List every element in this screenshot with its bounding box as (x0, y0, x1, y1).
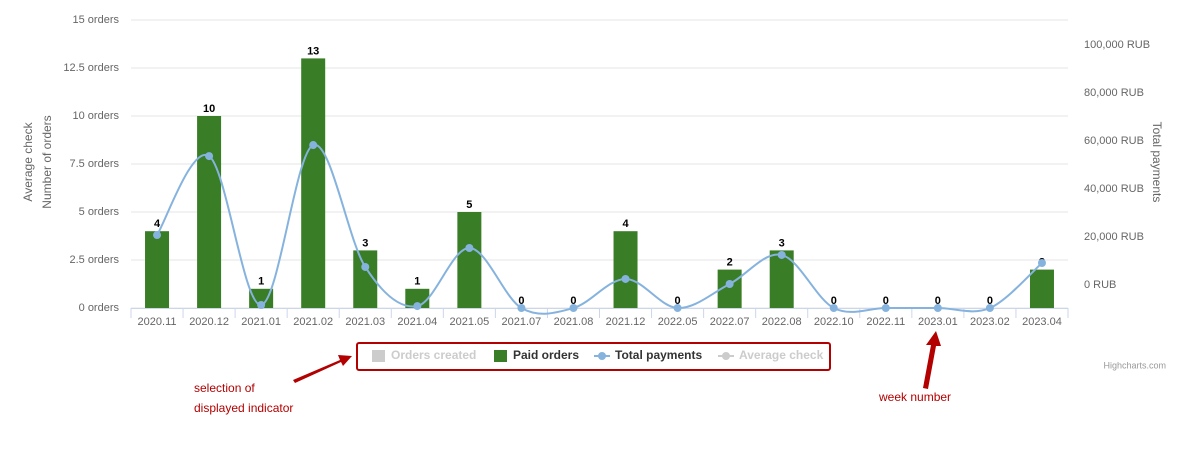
data-label: 0 (987, 295, 993, 307)
data-label: 5 (466, 199, 472, 211)
data-label: 3 (779, 237, 785, 249)
annotation-arrow (923, 331, 941, 389)
y-tick-label: 5 orders (79, 206, 120, 218)
x-tick-label: 2022.10 (814, 316, 854, 328)
y-tick-label: 15 orders (73, 14, 120, 26)
x-tick-label: 2021.03 (345, 316, 385, 328)
y2-tick-label: 60,000 RUB (1084, 135, 1144, 147)
bar (457, 212, 482, 308)
annotation-text: week number (878, 390, 951, 404)
x-tick-label: 2021.02 (293, 316, 333, 328)
line-marker (413, 302, 422, 311)
data-label: 0 (675, 295, 681, 307)
line-marker (309, 141, 318, 150)
line-marker (465, 244, 474, 252)
axis-title: Number of orders (40, 115, 54, 208)
line-marker (621, 274, 630, 283)
bar (1029, 269, 1054, 308)
data-label: 10 (203, 103, 215, 115)
y-tick-label: 7.5 orders (69, 158, 119, 170)
legend-symbol (598, 352, 606, 360)
x-tick-label: 2020.11 (138, 316, 177, 328)
data-label: 4 (622, 218, 629, 230)
x-tick-label: 2021.12 (606, 316, 646, 328)
legend-symbol (372, 350, 385, 362)
data-label: 0 (935, 295, 941, 307)
annotation-arrow (293, 355, 352, 383)
legend-symbol (494, 350, 507, 362)
x-tick-label: 2021.04 (397, 316, 437, 328)
x-tick-label: 2022.08 (762, 316, 802, 328)
line-marker (257, 301, 266, 309)
line-marker (205, 152, 214, 161)
y-tick-label: 12.5 orders (63, 62, 119, 74)
line-marker (569, 304, 578, 312)
x-tick-label: 2021.08 (554, 316, 594, 328)
legend-highlight (356, 342, 831, 371)
data-label: 0 (831, 295, 837, 307)
data-label: 1 (258, 276, 264, 288)
legend-item[interactable]: Paid orders (513, 348, 579, 362)
y2-tick-label: 80,000 RUB (1084, 87, 1144, 99)
legend-item[interactable]: Average check (739, 348, 824, 362)
x-tick-label: 2023.04 (1022, 316, 1062, 328)
line-marker (725, 280, 734, 288)
legend-symbol (722, 352, 730, 360)
axis-title: Total payments (1150, 122, 1164, 203)
x-tick-label: 2022.11 (866, 316, 905, 328)
y2-tick-label: 40,000 RUB (1084, 183, 1144, 195)
x-tick-label: 2020.12 (189, 316, 229, 328)
x-tick-label: 2023.01 (918, 316, 958, 328)
line (156, 144, 1043, 315)
bar (301, 58, 326, 309)
legend-item[interactable]: Total payments (615, 348, 702, 362)
line-marker (1037, 259, 1046, 267)
line-marker (777, 250, 786, 259)
y-tick-label: 2.5 orders (69, 254, 119, 266)
line-marker (829, 304, 838, 312)
data-label: 4 (154, 218, 161, 230)
line-marker (933, 304, 942, 312)
y2-tick-label: 0 RUB (1084, 279, 1116, 291)
x-tick-label: 2021.05 (449, 316, 489, 328)
line-marker (361, 262, 370, 271)
x-tick-label: 2022.05 (658, 316, 698, 328)
line-marker (517, 304, 526, 312)
data-label: 0 (518, 295, 524, 307)
x-tick-label: 2021.01 (241, 316, 281, 328)
data-label: 3 (362, 237, 368, 249)
line-marker (153, 231, 162, 240)
x-tick-label: 2022.07 (710, 316, 750, 328)
y2-tick-label: 20,000 RUB (1084, 231, 1144, 243)
data-label: 2 (727, 257, 733, 269)
line-marker (985, 304, 994, 312)
x-tick-label: 2021.07 (502, 316, 542, 328)
y-tick-label: 0 orders (79, 302, 120, 314)
bar (613, 231, 638, 308)
legend-item[interactable]: Orders created (391, 348, 476, 362)
annotation-text: selection of (194, 381, 255, 395)
bar (145, 231, 170, 308)
y2-tick-label: 100,000 RUB (1084, 39, 1150, 51)
data-label: 0 (570, 295, 576, 307)
data-label: 0 (883, 295, 889, 307)
axis-title: Average check (21, 121, 35, 201)
x-tick-label: 2023.02 (970, 316, 1010, 328)
annotation-text: displayed indicator (194, 401, 293, 415)
y-tick-label: 10 orders (73, 110, 120, 122)
data-label: 13 (307, 45, 319, 57)
bar (197, 116, 222, 308)
line-marker (881, 304, 890, 312)
bar (249, 288, 274, 308)
line-marker (673, 304, 682, 312)
data-label: 1 (414, 276, 420, 288)
credit: Highcharts.com (1103, 360, 1166, 370)
